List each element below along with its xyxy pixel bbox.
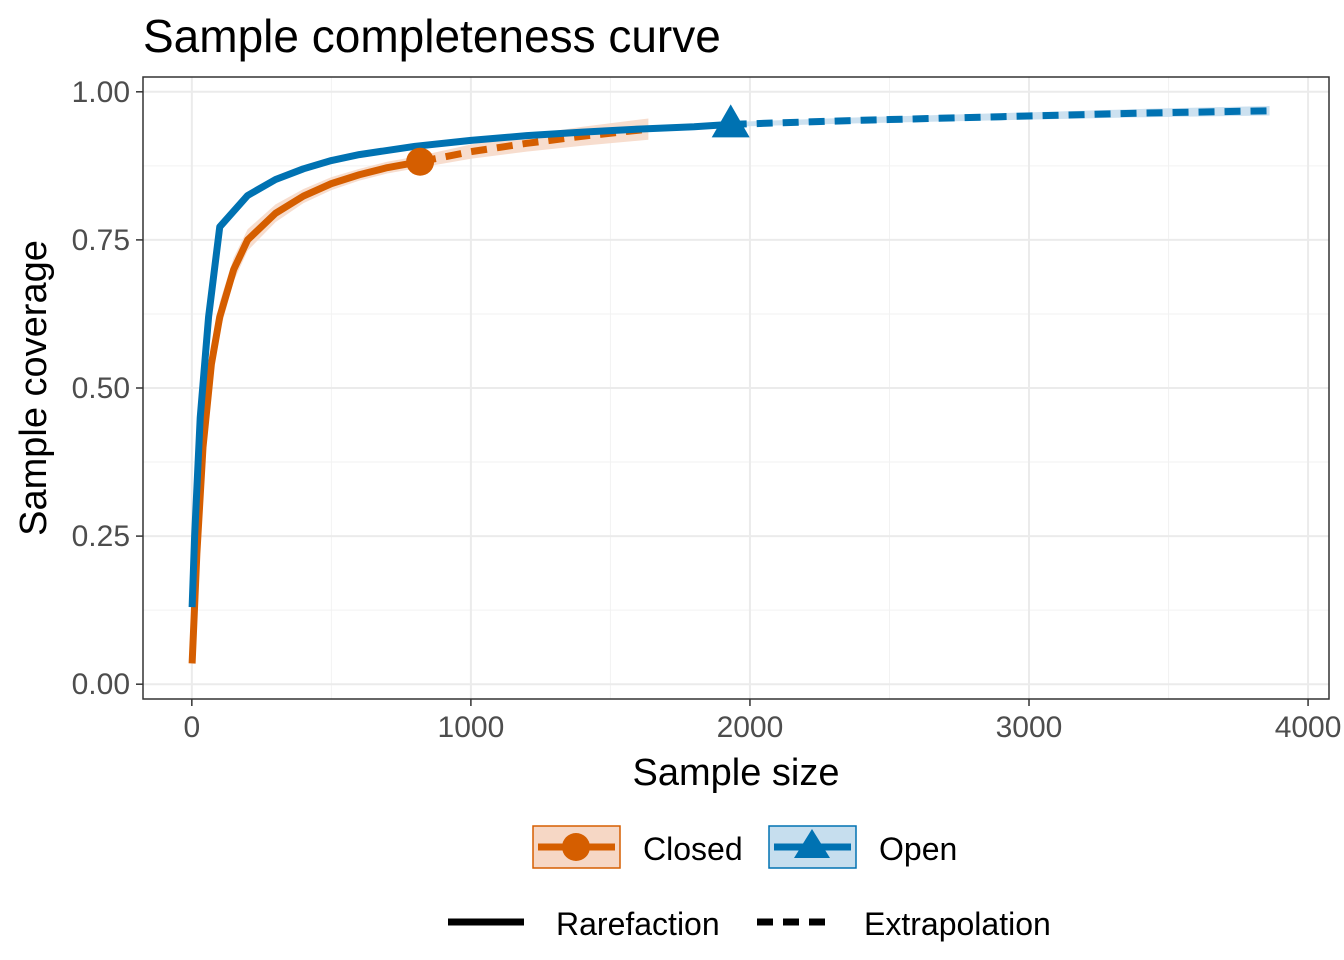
x-tick-label: 2000	[717, 711, 784, 744]
y-tick-label: 0.75	[72, 224, 130, 257]
legend-extrapolation-label: Extrapolation	[864, 906, 1051, 942]
y-tick-label: 0.00	[72, 668, 130, 701]
legend-item-closed: Closed	[532, 825, 743, 869]
legend-open-triangle-icon	[794, 829, 830, 858]
observed-point-open	[711, 104, 750, 138]
observed-markers	[406, 104, 750, 176]
rarefaction-line-closed	[188, 158, 421, 664]
legend-closed-label: Closed	[643, 831, 743, 867]
legend-closed-circle-icon	[562, 833, 590, 861]
y-tick-label: 0.25	[72, 520, 130, 553]
x-tick-label: 4000	[1275, 711, 1342, 744]
observed-point-closed	[406, 147, 435, 176]
y-tick-label: 0.50	[72, 372, 130, 405]
plot-panel	[142, 76, 1330, 700]
y-axis: 0.00 0.25 0.50 0.75 1.00	[72, 76, 143, 701]
x-tick-label: 3000	[996, 711, 1063, 744]
legend-item-open: Open	[768, 825, 957, 869]
y-tick-label: 1.00	[72, 76, 130, 109]
y-axis-title: Sample coverage	[13, 240, 55, 536]
extrapolation-line-open	[730, 107, 1270, 128]
series-lines	[188, 107, 1270, 664]
x-tick-label: 1000	[438, 711, 505, 744]
legend-open-label: Open	[879, 831, 957, 867]
rarefaction-line-open	[188, 120, 731, 608]
x-axis: 0 1000 2000 3000 4000	[183, 699, 1341, 744]
legend-series: Closed Open	[532, 825, 957, 869]
x-axis-title: Sample size	[633, 752, 840, 794]
legend-rarefaction-label: Rarefaction	[556, 906, 720, 942]
chart-title: Sample completeness curve	[143, 10, 721, 62]
x-tick-label: 0	[183, 711, 200, 744]
major-gridlines	[143, 77, 1329, 699]
legend-linetype: Rarefaction Extrapolation	[448, 906, 1051, 942]
